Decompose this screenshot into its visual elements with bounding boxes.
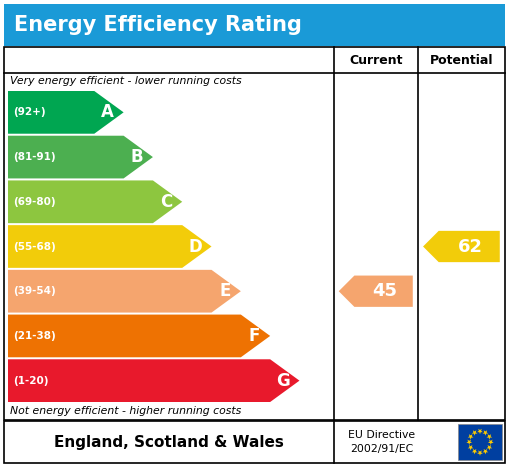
- Bar: [458, 424, 502, 460]
- Polygon shape: [468, 434, 473, 439]
- Text: A: A: [101, 103, 114, 121]
- Polygon shape: [488, 439, 494, 445]
- Text: (39-54): (39-54): [13, 286, 56, 296]
- Polygon shape: [487, 434, 492, 439]
- Text: Very energy efficient - lower running costs: Very energy efficient - lower running co…: [10, 77, 242, 86]
- Text: (21-38): (21-38): [13, 331, 56, 341]
- Text: D: D: [188, 238, 202, 255]
- Polygon shape: [477, 450, 483, 456]
- Polygon shape: [423, 231, 500, 262]
- Polygon shape: [477, 429, 483, 434]
- Bar: [4, 4, 505, 46]
- Polygon shape: [8, 91, 124, 134]
- Text: (92+): (92+): [13, 107, 46, 117]
- Text: (1-20): (1-20): [13, 375, 48, 386]
- Polygon shape: [8, 136, 153, 178]
- Text: C: C: [160, 193, 172, 211]
- Polygon shape: [472, 449, 477, 454]
- Text: (81-91): (81-91): [13, 152, 55, 162]
- Text: (69-80): (69-80): [13, 197, 55, 207]
- Text: England, Scotland & Wales: England, Scotland & Wales: [54, 434, 284, 450]
- Text: (55-68): (55-68): [13, 241, 56, 252]
- Polygon shape: [8, 225, 212, 268]
- Polygon shape: [8, 270, 241, 312]
- Polygon shape: [487, 445, 492, 450]
- Text: EU Directive
2002/91/EC: EU Directive 2002/91/EC: [348, 431, 415, 453]
- Polygon shape: [483, 430, 488, 436]
- Text: B: B: [130, 148, 143, 166]
- Polygon shape: [8, 180, 182, 223]
- Text: Energy Efficiency Rating: Energy Efficiency Rating: [14, 15, 302, 35]
- Bar: [4, 421, 505, 463]
- Text: Potential: Potential: [430, 54, 493, 66]
- Text: E: E: [219, 282, 231, 300]
- Polygon shape: [472, 430, 477, 436]
- Polygon shape: [338, 276, 413, 307]
- Text: 45: 45: [372, 282, 397, 300]
- Text: G: G: [276, 372, 290, 389]
- Text: 62: 62: [458, 238, 483, 255]
- Polygon shape: [466, 439, 472, 445]
- Polygon shape: [468, 445, 473, 450]
- Polygon shape: [483, 449, 488, 454]
- Text: Current: Current: [349, 54, 403, 66]
- Polygon shape: [8, 315, 270, 357]
- Text: F: F: [248, 327, 260, 345]
- Bar: [4, 47, 505, 420]
- Polygon shape: [8, 359, 299, 402]
- Text: Not energy efficient - higher running costs: Not energy efficient - higher running co…: [10, 406, 241, 417]
